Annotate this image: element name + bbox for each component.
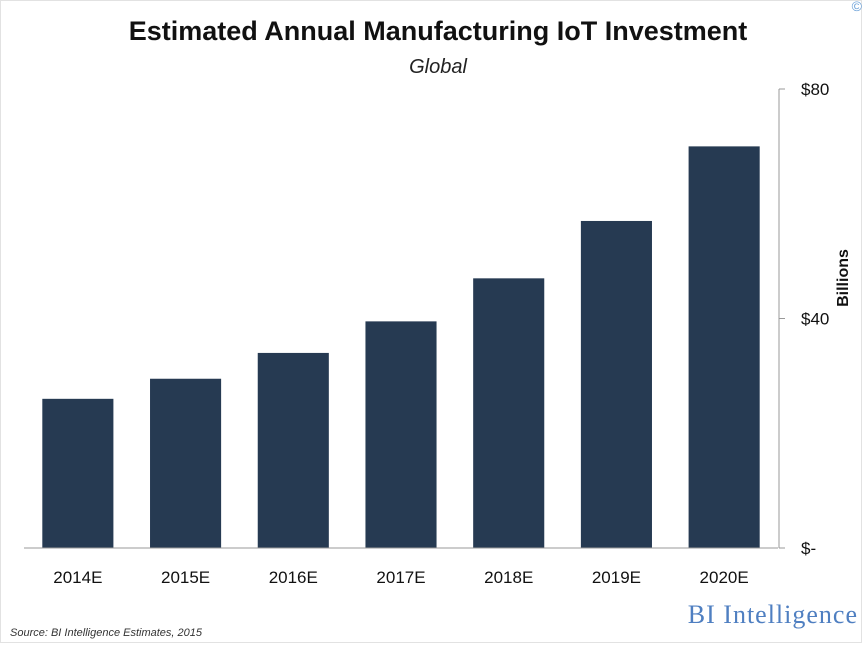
x-tick-label: 2016E	[269, 568, 318, 587]
y-tick-label: $80	[801, 80, 829, 99]
x-tick-label: 2014E	[53, 568, 102, 587]
bars-group	[42, 146, 760, 548]
bar-2016E	[257, 352, 329, 548]
bar-2020E	[688, 146, 760, 548]
brand-logo: BI Intelligence	[687, 600, 858, 629]
x-tick-label: 2015E	[161, 568, 210, 587]
bar-2017E	[365, 321, 437, 548]
x-tick-labels: 2014E 2015E 2016E 2017E 2018E 2019E 2020E	[53, 568, 748, 587]
bar-2015E	[150, 378, 222, 548]
chart-subtitle: Global	[409, 56, 467, 78]
corner-logo-icon: ©	[851, 0, 862, 14]
chart-title: Estimated Annual Manufacturing IoT Inves…	[128, 16, 748, 46]
x-tick-label: 2017E	[376, 568, 425, 587]
y-axis: $- $40 $80	[778, 80, 829, 558]
y-tick-label: $-	[801, 539, 816, 558]
source-note: Source: BI Intelligence Estimates, 2015	[10, 627, 202, 639]
y-axis-label: Billions	[835, 249, 852, 307]
bar-2018E	[473, 278, 545, 548]
x-tick-label: 2020E	[700, 568, 749, 587]
x-tick-label: 2018E	[484, 568, 533, 587]
x-tick-label: 2019E	[592, 568, 641, 587]
y-tick-label: $40	[801, 310, 829, 329]
bar-2019E	[580, 220, 652, 548]
bar-2014E	[42, 398, 114, 548]
